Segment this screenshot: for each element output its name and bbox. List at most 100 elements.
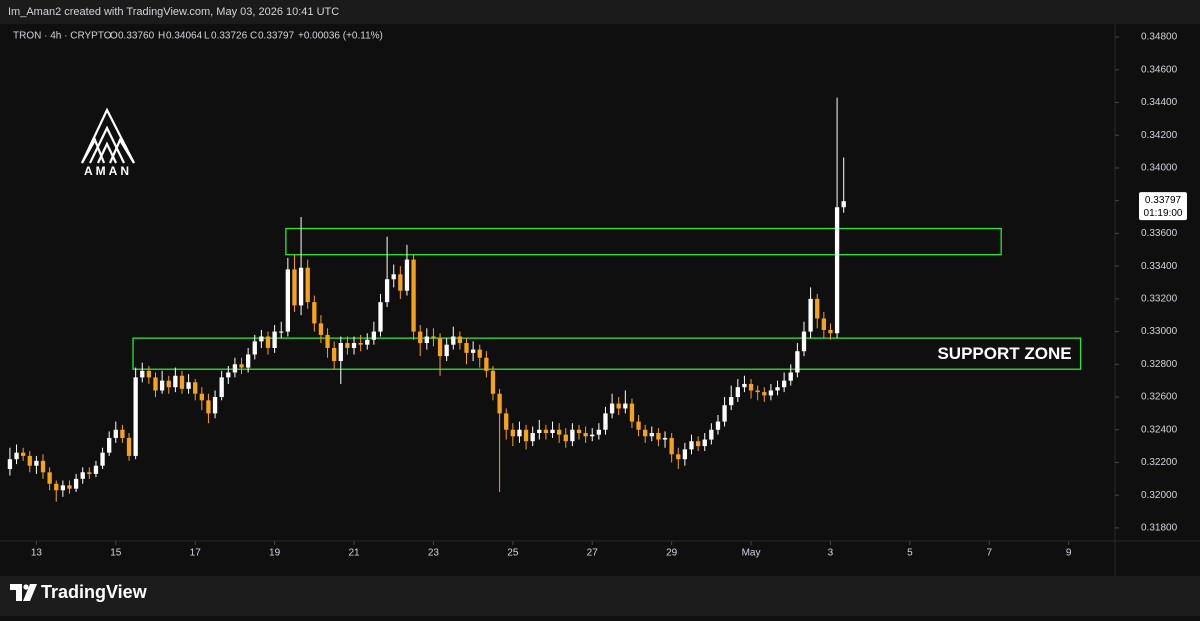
x-tick-label: 17 <box>190 548 202 559</box>
candle-body <box>21 452 26 456</box>
footer-bar <box>0 576 1200 616</box>
candle-body <box>702 439 707 447</box>
candle-body <box>490 370 496 394</box>
candle-body <box>120 429 125 438</box>
candle-body <box>517 429 522 437</box>
candle-body <box>60 485 66 491</box>
candle-body <box>332 347 337 362</box>
footer-brand: TradingView <box>41 582 148 602</box>
logo-text: AMAN <box>84 164 132 178</box>
candle-body <box>424 336 429 344</box>
legend-value: 0.34064 <box>166 31 203 42</box>
candle-body <box>418 331 423 344</box>
candle-body <box>649 433 654 437</box>
zone-label: SUPPORT ZONE <box>937 344 1071 363</box>
candle-body <box>682 449 688 460</box>
candle-body <box>510 429 515 437</box>
candle-body <box>14 452 19 460</box>
legend-value: 0.33797 <box>258 31 295 42</box>
candle-body <box>67 485 72 489</box>
candle-body <box>775 387 780 391</box>
candle-body <box>464 343 469 353</box>
candle-body <box>232 364 238 373</box>
candle-body <box>312 302 317 324</box>
candle-body <box>676 454 681 460</box>
x-tick-label: 29 <box>666 548 678 559</box>
candle-body <box>371 331 377 340</box>
candle-body <box>34 460 39 466</box>
candle-body <box>107 437 112 453</box>
logo-shape <box>89 125 125 164</box>
candle-body <box>543 429 549 434</box>
candle-body <box>153 377 158 391</box>
x-tick-label: 15 <box>110 548 122 559</box>
candle-body <box>431 336 436 339</box>
candle-body <box>93 465 99 474</box>
logo-shape <box>108 137 135 164</box>
candle-body <box>265 336 271 348</box>
candle-body <box>689 441 694 450</box>
zone <box>132 337 1082 370</box>
x-tick-label: 21 <box>348 548 360 559</box>
candle-body <box>497 393 502 414</box>
x-tick-label: 19 <box>269 548 281 559</box>
candle-body <box>411 259 416 332</box>
legend-key: C <box>250 31 257 42</box>
x-tick-label: 13 <box>31 548 43 559</box>
candle-body <box>80 472 85 479</box>
candle-body <box>755 390 760 393</box>
candle-body <box>735 387 740 398</box>
legend-value: 0.33760 <box>118 31 155 42</box>
y-tick-label: 0.31800 <box>1141 523 1178 534</box>
zone <box>285 227 1002 256</box>
candle-body <box>841 201 846 208</box>
legend-value: 0.33726 <box>211 31 248 42</box>
candle-body <box>695 441 701 447</box>
candle-body <box>484 357 489 371</box>
price-countdown: 01:19:00 <box>1144 208 1183 219</box>
candle-body <box>272 331 277 348</box>
candle-body <box>100 452 105 466</box>
candle-body <box>821 318 826 330</box>
y-tick-label: 0.34200 <box>1141 130 1178 141</box>
candle-body <box>199 393 204 401</box>
y-tick-label: 0.32400 <box>1141 424 1178 435</box>
candle-body <box>259 336 264 342</box>
y-tick-label: 0.33600 <box>1141 228 1178 239</box>
candle-body <box>193 382 198 394</box>
candle-body <box>808 298 813 332</box>
icon-part <box>23 584 37 601</box>
candle-body <box>384 279 390 303</box>
candle-body <box>477 349 482 358</box>
candle-body <box>212 397 218 414</box>
candle-body <box>245 354 251 368</box>
x-tick-label: 23 <box>428 548 440 559</box>
candle-body <box>729 397 734 406</box>
candle-body <box>365 339 370 345</box>
candle-body <box>523 429 529 442</box>
candle-body <box>788 372 793 381</box>
icon-part <box>10 584 22 601</box>
x-tick-label: 27 <box>587 548 599 559</box>
candle-body <box>298 267 304 306</box>
x-tick-label: 9 <box>1066 548 1072 559</box>
y-tick-label: 0.32800 <box>1141 359 1178 370</box>
candle-body <box>768 390 774 396</box>
y-tick-label: 0.34000 <box>1141 163 1178 174</box>
candle-body <box>504 413 509 430</box>
candle-body <box>173 375 178 388</box>
candle-body <box>404 259 410 291</box>
logo-shape <box>81 107 135 164</box>
candle-body <box>318 323 324 335</box>
candle-body <box>345 343 350 348</box>
y-tick-label: 0.32200 <box>1141 457 1178 468</box>
candle-body <box>279 331 284 333</box>
candle-body <box>576 429 582 434</box>
logo-shape <box>81 137 106 164</box>
candle-body <box>451 336 456 345</box>
candle-body <box>338 343 343 362</box>
aman-logo <box>81 107 135 164</box>
y-tick-label: 0.33000 <box>1141 326 1178 337</box>
